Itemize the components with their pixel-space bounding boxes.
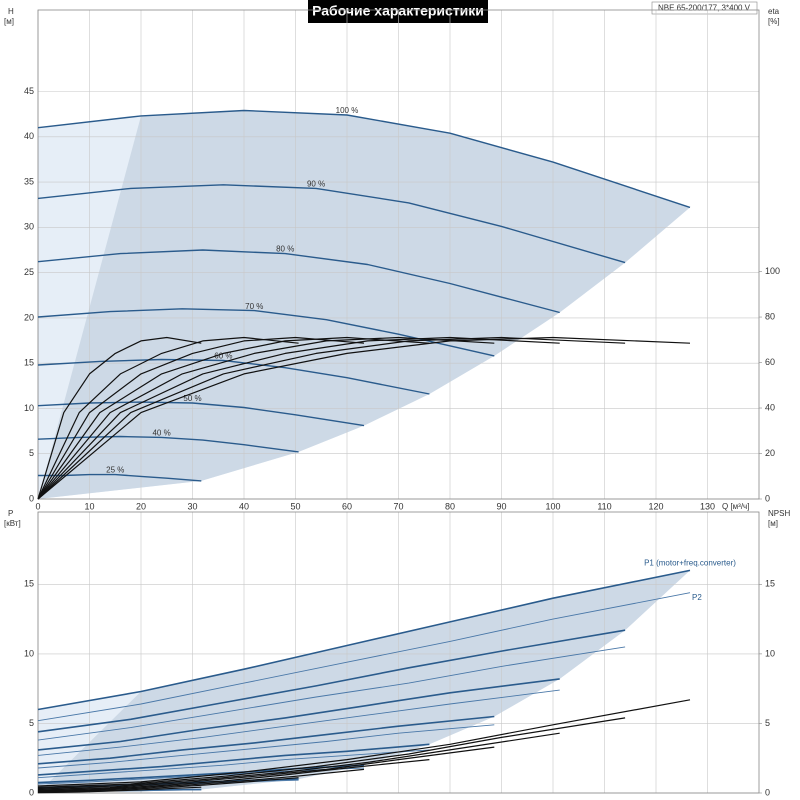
y2-axis-label: eta xyxy=(768,7,780,16)
curve xyxy=(37,358,430,395)
curve xyxy=(37,435,299,453)
curve xyxy=(37,336,626,500)
y2-axis-unit: [м] xyxy=(768,519,778,528)
series-label: 90 % xyxy=(307,180,325,189)
plot-frame xyxy=(37,9,760,500)
y2-tick-label: 15 xyxy=(765,579,775,589)
y2-axis-unit: [%] xyxy=(768,17,780,26)
y2-axis-label: NPSH xyxy=(768,509,790,518)
series-label: 70 % xyxy=(245,302,263,311)
x-tick-label: 0 xyxy=(35,501,40,511)
annotation: NBE 65-200/177, 3*400 V xyxy=(658,4,751,13)
series-label: 40 % xyxy=(152,429,170,438)
curve xyxy=(37,249,560,314)
y-tick-label: 0 xyxy=(29,787,34,797)
y-tick-label: 5 xyxy=(29,718,34,728)
annotation-box xyxy=(651,1,758,15)
y-axis-label: H xyxy=(8,7,14,16)
y2-tick-label: 60 xyxy=(765,357,775,367)
y2-tick-label: 0 xyxy=(765,787,770,797)
x-tick-label: 110 xyxy=(597,501,611,511)
y-tick-label: 45 xyxy=(24,86,34,96)
y2-tick-label: 5 xyxy=(765,718,770,728)
x-tick-label: 60 xyxy=(342,501,352,511)
curve xyxy=(37,336,365,500)
curve xyxy=(37,592,691,722)
curve xyxy=(37,109,691,209)
curve xyxy=(37,786,202,794)
y2-tick-label: 40 xyxy=(765,402,775,412)
y-tick-label: 10 xyxy=(24,403,34,413)
y-tick-label: 15 xyxy=(24,579,34,589)
series-label: 80 % xyxy=(276,245,294,254)
y-tick-label: 25 xyxy=(24,267,34,277)
y-axis-label: P xyxy=(8,509,13,518)
curve xyxy=(37,308,495,357)
curve xyxy=(37,759,430,792)
curve xyxy=(37,768,365,792)
y-tick-label: 5 xyxy=(29,448,34,458)
series-label: 25 % xyxy=(106,466,124,475)
series-label: P1 (motor+freq.converter) xyxy=(644,559,736,568)
y-tick-label: 30 xyxy=(24,222,34,232)
x-tick-label: 120 xyxy=(648,501,663,511)
curve xyxy=(37,699,691,787)
x-tick-label: 10 xyxy=(84,501,94,511)
curve xyxy=(37,336,202,500)
series-label: P2 xyxy=(692,593,702,602)
curve xyxy=(37,689,560,756)
curve xyxy=(37,184,626,264)
curve xyxy=(37,336,299,500)
x-tick-label: 130 xyxy=(700,501,715,511)
title-box xyxy=(308,0,488,23)
x-tick-label: 30 xyxy=(187,501,197,511)
x-axis-label: Q [м³/ч] xyxy=(722,502,749,511)
y-tick-label: 40 xyxy=(24,131,34,141)
curve xyxy=(37,732,560,790)
y-tick-label: 15 xyxy=(24,358,34,368)
x-tick-label: 70 xyxy=(393,501,403,511)
operating-area xyxy=(38,110,690,500)
x-tick-label: 80 xyxy=(445,501,455,511)
curve xyxy=(37,749,430,779)
series-label: 50 % xyxy=(183,394,201,403)
y2-tick-label: 80 xyxy=(765,311,775,321)
y-tick-label: 0 xyxy=(29,493,34,503)
x-tick-label: 20 xyxy=(136,501,146,511)
curve xyxy=(37,746,495,791)
y-tick-label: 10 xyxy=(24,648,34,658)
curve xyxy=(37,743,430,776)
curve xyxy=(37,629,626,733)
series-label: 100 % xyxy=(336,106,359,115)
curve xyxy=(37,336,430,500)
curve xyxy=(37,715,495,765)
x-tick-label: 100 xyxy=(545,501,560,511)
curve xyxy=(37,336,495,500)
y-tick-label: 20 xyxy=(24,312,34,322)
curve xyxy=(37,678,560,751)
chart-title: Рабочие характеристики xyxy=(312,3,484,19)
y2-tick-label: 10 xyxy=(765,648,775,658)
x-tick-label: 50 xyxy=(290,501,300,511)
curve xyxy=(37,777,299,793)
x-tick-label: 90 xyxy=(496,501,506,511)
y-axis-unit: [кВт] xyxy=(4,519,21,528)
x-tick-label: 40 xyxy=(239,501,249,511)
curve xyxy=(37,569,691,711)
curve xyxy=(37,717,626,788)
y-tick-label: 35 xyxy=(24,176,34,186)
y-axis-unit: [м] xyxy=(4,17,14,26)
curve xyxy=(37,336,560,500)
curve xyxy=(37,646,626,741)
y2-tick-label: 0 xyxy=(765,493,770,503)
curve xyxy=(37,724,495,769)
curve xyxy=(37,336,691,500)
y2-tick-label: 20 xyxy=(765,448,775,458)
y2-tick-label: 100 xyxy=(765,266,780,276)
series-label: 60 % xyxy=(214,352,232,361)
plot-frame xyxy=(37,511,760,794)
